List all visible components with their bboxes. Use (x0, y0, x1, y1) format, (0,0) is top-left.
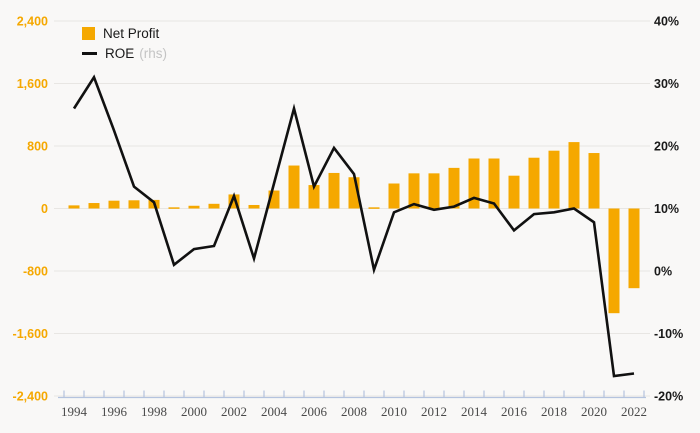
x-axis-label-2008: 2008 (341, 404, 367, 419)
net-profit-bar-2022 (628, 208, 640, 289)
x-axis-label-2020: 2020 (581, 404, 607, 419)
net-profit-bar-2012 (428, 173, 440, 209)
net-profit-bar-2016 (508, 175, 520, 209)
net-profit-bar-2007 (328, 172, 340, 209)
right-axis-label: 10% (654, 202, 679, 216)
net-profit-bar-1996 (108, 200, 120, 209)
x-axis-label-2000: 2000 (181, 404, 207, 419)
right-axis-label: 40% (654, 15, 679, 29)
x-axis-label-2004: 2004 (261, 404, 288, 419)
right-axis-label: 20% (654, 140, 679, 154)
net-profit-bar-2014 (468, 158, 480, 209)
net-profit-swatch-icon (82, 26, 95, 40)
net-profit-bar-1999 (168, 207, 180, 209)
net-profit-bar-2011 (408, 173, 420, 209)
legend-item-roe: ROE (rhs) (82, 45, 167, 61)
net-profit-bar-2001 (208, 203, 220, 209)
legend: Net Profit ROE (rhs) (82, 25, 167, 61)
legend-label-roe: ROE (105, 45, 135, 61)
left-axis-label: -2,400 (13, 390, 48, 404)
left-axis-label: 800 (27, 140, 48, 154)
x-axis-label-2022: 2022 (621, 404, 647, 419)
net-profit-bar-2015 (488, 158, 500, 209)
net-profit-bar-2018 (548, 150, 560, 209)
x-axis-label-2006: 2006 (301, 404, 328, 419)
net-profit-bar-2000 (188, 205, 200, 209)
x-axis-label-1996: 1996 (101, 404, 128, 419)
net-profit-bar-2021 (608, 208, 620, 314)
net-profit-bar-2020 (588, 153, 600, 209)
left-axis-label: 1,600 (17, 77, 48, 91)
left-axis-label: 0 (41, 202, 48, 216)
x-axis-label-2012: 2012 (421, 404, 447, 419)
net-profit-bar-2002 (228, 194, 240, 209)
x-axis-label-1994: 1994 (61, 404, 88, 419)
net-profit-bar-2008 (348, 177, 360, 209)
net-profit-bar-2003 (248, 204, 260, 209)
x-axis-label-2016: 2016 (501, 404, 528, 419)
x-axis-label-2018: 2018 (541, 404, 567, 419)
net-profit-bar-2019 (568, 142, 580, 209)
legend-label-net-profit: Net Profit (103, 25, 160, 41)
net-profit-bar-2006 (308, 185, 320, 209)
net-profit-bar-2017 (528, 157, 540, 209)
net-profit-bar-2010 (388, 183, 400, 209)
legend-label-roe-suffix: (rhs) (139, 45, 168, 61)
right-axis-label: 0% (654, 265, 672, 279)
net-profit-bar-2013 (448, 167, 460, 209)
x-axis-label-2014: 2014 (461, 404, 488, 419)
right-axis-label: 30% (654, 77, 679, 91)
net-profit-bar-2005 (288, 165, 300, 209)
net-profit-bar-2009 (368, 207, 380, 209)
x-axis-label-2002: 2002 (221, 404, 247, 419)
x-axis-label-2010: 2010 (381, 404, 407, 419)
left-axis-label: 2,400 (17, 15, 48, 29)
left-axis-label: -1,600 (13, 327, 48, 341)
net-profit-bar-1995 (88, 203, 100, 209)
right-axis-label: -20% (654, 390, 683, 404)
left-axis-label: -800 (23, 265, 48, 279)
legend-item-net-profit: Net Profit (82, 25, 167, 41)
right-axis-label: -10% (654, 327, 683, 341)
net-profit-bar-1997 (128, 200, 140, 209)
roe-line-swatch-icon (82, 51, 97, 55)
net-profit-bar-2004 (268, 190, 280, 209)
x-axis-label-1998: 1998 (141, 404, 167, 419)
roe-line (72, 74, 635, 378)
net-profit-bar-1994 (68, 205, 80, 209)
